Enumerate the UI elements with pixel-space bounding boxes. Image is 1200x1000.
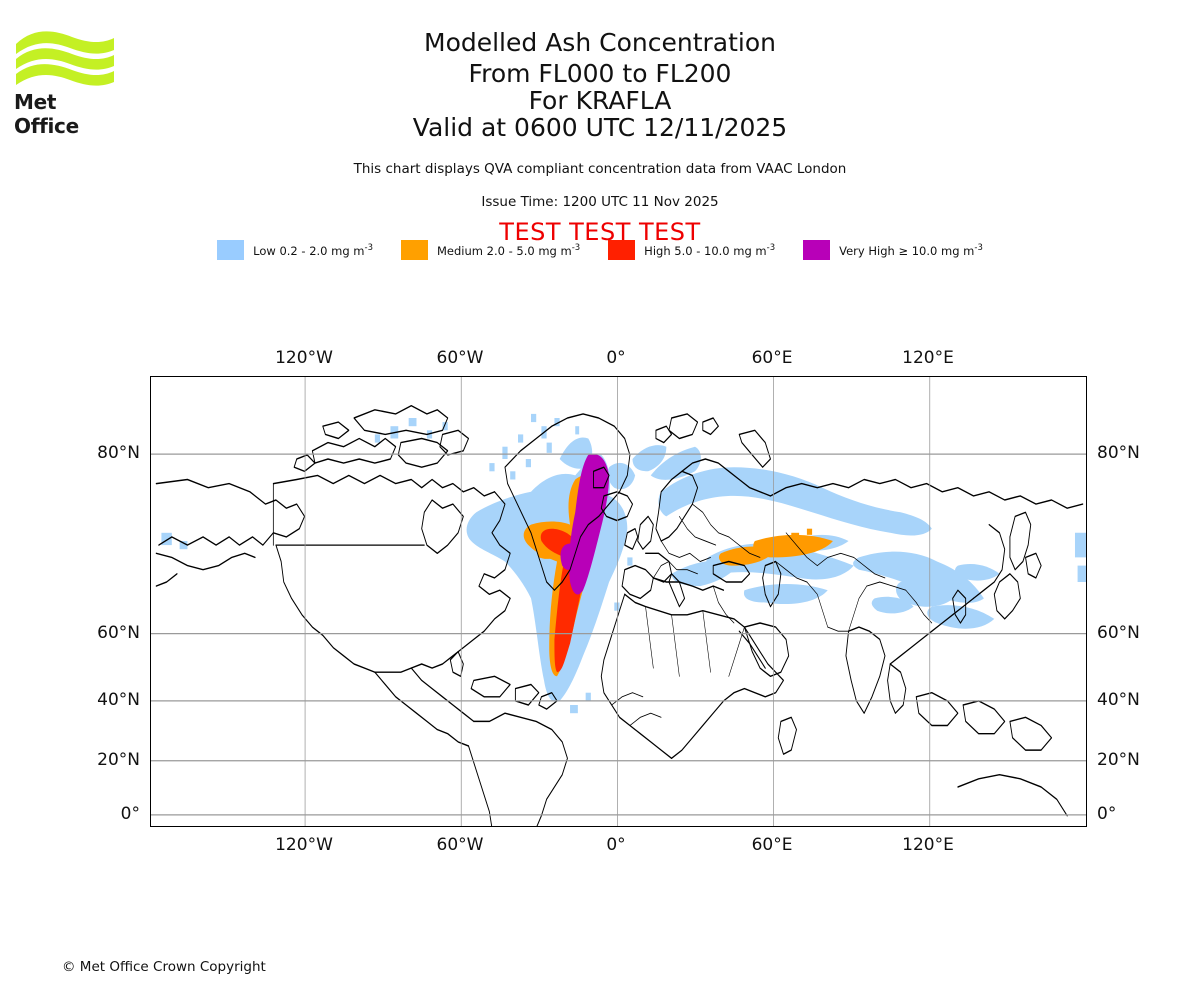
legend-medium-label: Medium 2.0 - 5.0 mg m-3 xyxy=(436,242,581,258)
volcano-subtitle: For KRAFLA xyxy=(528,86,672,115)
ash-layer-low xyxy=(161,413,1086,714)
lat-tick-label: 60°N xyxy=(97,623,140,643)
lat-tick-label: 40°N xyxy=(1097,690,1140,710)
lon-tick-label: 120°E xyxy=(902,348,954,368)
legend-low-swatch xyxy=(217,240,245,260)
lon-tick-label: 120°E xyxy=(902,835,954,855)
lon-tick-label: 60°E xyxy=(751,348,793,368)
legend-medium-exponent: -3 xyxy=(571,242,581,253)
map-gridlines xyxy=(151,377,1086,826)
lon-tick-label: 60°W xyxy=(436,835,484,855)
legend-high: High 5.0 - 10.0 mg m-3 xyxy=(608,240,775,260)
coastlines xyxy=(155,404,1084,826)
map-frame xyxy=(150,376,1087,827)
met-office-wave-icon xyxy=(16,31,114,86)
legend-low: Low 0.2 - 2.0 mg m-3 xyxy=(217,240,373,260)
lon-tick-label: 60°E xyxy=(751,835,793,855)
met-office-logo: Met Office xyxy=(14,28,124,138)
legend-high-label: High 5.0 - 10.0 mg m-3 xyxy=(644,242,776,258)
legend-high-swatch xyxy=(608,240,636,260)
copyright-notice: © Met Office Crown Copyright xyxy=(62,959,266,975)
lon-tick-label: 0° xyxy=(606,835,626,855)
lat-tick-label: 40°N xyxy=(97,690,140,710)
met-office-wordmark: Met Office xyxy=(14,90,79,138)
lon-tick-label: 120°W xyxy=(275,348,333,368)
lat-tick-label: 20°N xyxy=(1097,750,1140,770)
lat-tick-label: 80°N xyxy=(1097,443,1140,463)
world-map-svg xyxy=(151,377,1086,826)
lat-tick-label: 80°N xyxy=(97,443,140,463)
valid-time-subtitle: Valid at 0600 UTC 12/11/2025 xyxy=(412,113,788,142)
lat-tick-label: 0° xyxy=(120,804,140,824)
legend-very-high-swatch xyxy=(803,240,831,260)
lon-tick-label: 60°W xyxy=(436,348,484,368)
ash-concentration-map xyxy=(150,376,1087,827)
lat-tick-label: 20°N xyxy=(97,750,140,770)
qva-note: This chart displays QVA compliant concen… xyxy=(353,161,847,177)
legend-low-exponent: -3 xyxy=(364,242,373,253)
page-title: Modelled Ash Concentration xyxy=(424,28,776,57)
legend-high-exponent: -3 xyxy=(766,242,776,253)
legend-very-high: Very High ≥ 10.0 mg m-3 xyxy=(803,240,983,260)
issue-time: Issue Time: 1200 UTC 11 Nov 2025 xyxy=(481,194,719,210)
legend-low-label: Low 0.2 - 2.0 mg m-3 xyxy=(253,242,373,258)
test-banner: TEST TEST TEST xyxy=(499,218,701,246)
lon-tick-label: 120°W xyxy=(275,835,333,855)
lat-tick-label: 60°N xyxy=(1097,623,1140,643)
flight-level-subtitle: From FL000 to FL200 xyxy=(468,59,732,88)
lon-tick-label: 0° xyxy=(606,348,626,368)
legend-medium-swatch xyxy=(400,240,428,260)
legend-very-high-label: Very High ≥ 10.0 mg m-3 xyxy=(839,242,983,258)
chart-header: Modelled Ash Concentration From FL000 to… xyxy=(0,0,1200,247)
legend-very-high-exponent: -3 xyxy=(974,242,983,253)
legend-medium: Medium 2.0 - 5.0 mg m-3 xyxy=(400,240,581,260)
concentration-legend: Low 0.2 - 2.0 mg m-3 Medium 2.0 - 5.0 mg … xyxy=(0,240,1200,260)
lat-tick-label: 0° xyxy=(1097,804,1117,824)
